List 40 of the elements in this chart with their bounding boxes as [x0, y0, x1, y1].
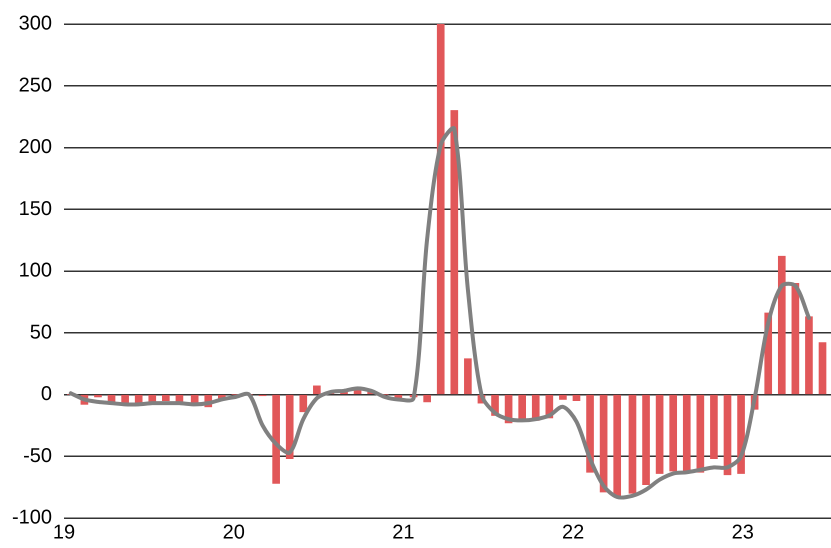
- x-tick-label: 20: [222, 522, 245, 544]
- x-tick-label: 19: [52, 522, 76, 544]
- bar: [436, 24, 445, 394]
- line-series: [68, 126, 811, 500]
- bar: [299, 394, 308, 412]
- bar: [669, 394, 678, 472]
- bar: [628, 394, 636, 494]
- y-tick-label: 100: [18, 260, 52, 282]
- bar: [313, 386, 321, 394]
- bar: [682, 394, 691, 473]
- y-tick-label: 0: [40, 383, 52, 406]
- bar: [94, 394, 102, 398]
- y-tick-label: 50: [30, 321, 52, 344]
- bar: [572, 394, 580, 402]
- y-tick-label: -50: [23, 444, 52, 467]
- bar: [559, 394, 567, 400]
- x-tick-label: 21: [392, 522, 415, 544]
- bar: [272, 394, 280, 484]
- y-tick-label: 250: [18, 74, 52, 96]
- bar: [724, 394, 732, 476]
- x-tick-label: 23: [732, 522, 754, 544]
- bar: [642, 394, 650, 485]
- x-tick-label: 22: [562, 522, 584, 544]
- y-tick-label: 200: [18, 136, 52, 158]
- bar: [696, 394, 704, 473]
- bar: [778, 256, 786, 394]
- bar: [805, 316, 813, 394]
- bar: [792, 283, 800, 394]
- bar: [710, 394, 718, 460]
- bar: [600, 394, 608, 492]
- bar: [450, 110, 458, 394]
- bar: [464, 358, 472, 394]
- y-tick-label: 300: [18, 12, 52, 35]
- y-tick-label: -100: [12, 506, 52, 529]
- bar: [423, 394, 431, 402]
- bar: [656, 394, 664, 474]
- bar: [818, 342, 826, 394]
- bar: [613, 394, 622, 498]
- bar: [162, 394, 170, 402]
- y-tick-label: 150: [18, 198, 52, 220]
